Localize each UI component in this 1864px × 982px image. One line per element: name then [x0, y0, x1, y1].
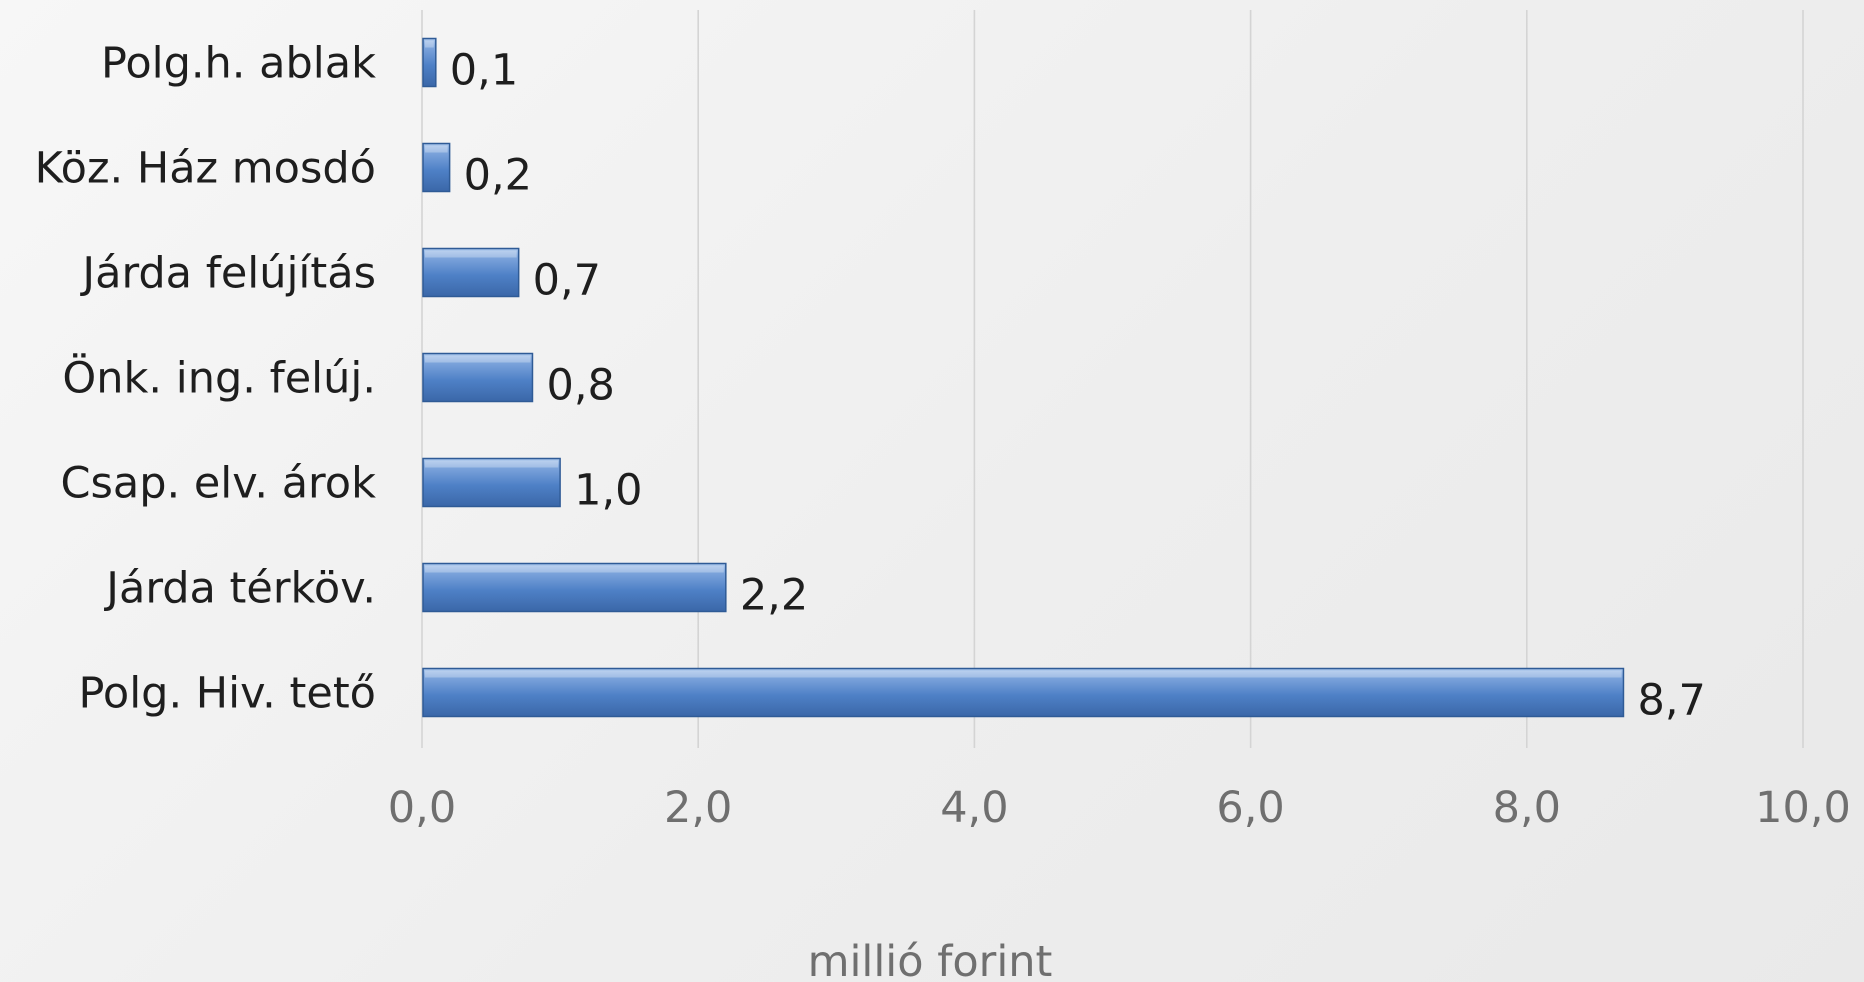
category-label: Járda térköv.: [103, 564, 376, 614]
category-label: Köz. Ház mosdó: [35, 144, 376, 194]
bar: [422, 37, 437, 88]
value-label: 0,7: [533, 256, 601, 306]
category-label: Járda felújítás: [79, 249, 376, 299]
value-label: 1,0: [574, 466, 642, 516]
x-tick-label: 4,0: [940, 783, 1008, 833]
gridlines: [421, 10, 1804, 748]
bar-highlight: [425, 250, 517, 258]
bar-highlight: [425, 40, 434, 48]
x-axis-title: millió forint: [808, 937, 1053, 982]
x-tick-label: 2,0: [664, 783, 732, 833]
labels: 0,0 2,0 4,0 6,0 8,0 10,0 Polg.h. ablak 0,1 Köz. …: [35, 39, 1851, 834]
value-label: 2,2: [740, 571, 808, 621]
value-label: 0,2: [464, 151, 532, 201]
x-tick-label: 0,0: [388, 783, 456, 833]
bar: [422, 142, 451, 193]
category-label: Polg.h. ablak: [101, 39, 376, 89]
category-label: Csap. elv. árok: [60, 459, 376, 509]
bars: [422, 37, 1625, 718]
bar-highlight: [425, 355, 531, 363]
bar-highlight: [425, 565, 724, 573]
bar: [422, 352, 534, 403]
x-tick-label: 8,0: [1493, 783, 1561, 833]
bar-highlight: [425, 670, 1622, 678]
bar: [422, 562, 727, 613]
bar: [422, 457, 561, 508]
bar: [422, 667, 1625, 718]
value-label: 0,1: [450, 46, 518, 96]
x-tick-label: 6,0: [1216, 783, 1284, 833]
value-label: 0,8: [546, 361, 614, 411]
bar-highlight: [425, 145, 448, 153]
x-tick-label: 10,0: [1755, 783, 1851, 833]
category-label: Polg. Hiv. tető: [79, 669, 377, 719]
category-label: Önk. ing. felúj.: [62, 353, 376, 404]
bar: [422, 247, 520, 298]
bar-highlight: [425, 460, 559, 468]
value-label: 8,7: [1637, 676, 1705, 726]
